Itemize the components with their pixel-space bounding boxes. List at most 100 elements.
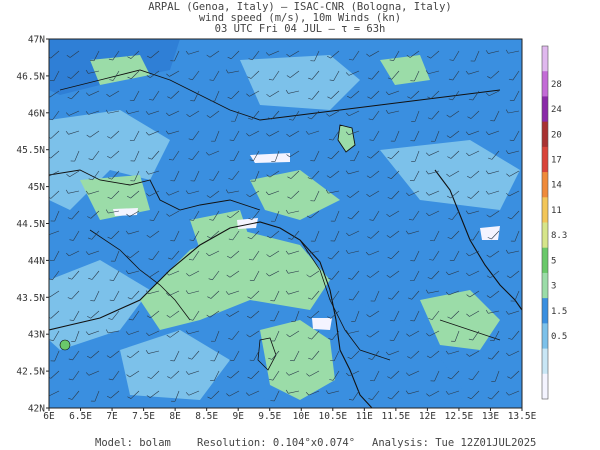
wind-barb	[431, 270, 440, 280]
wind-barb-flag	[387, 77, 392, 80]
wind-barb-flag	[186, 114, 190, 117]
wind-barb	[170, 370, 180, 379]
wind-barb	[468, 150, 480, 157]
wind-barb-flag	[405, 192, 410, 196]
wind-barb	[490, 70, 500, 79]
wind-barb-flag	[286, 75, 291, 78]
wind-barb-flag	[445, 291, 449, 296]
wind-barb	[391, 150, 400, 160]
wind-barb-flag	[66, 55, 71, 58]
lon-tick-label: 13E	[482, 411, 499, 422]
wind-barb-flag	[447, 236, 452, 240]
wind-barb-flag	[246, 93, 250, 97]
analysis-value: Tue 12Z01JUL2025	[435, 437, 537, 449]
wind-barb	[269, 130, 280, 137]
wind-barb	[150, 50, 160, 59]
field-green-2	[260, 320, 335, 400]
wind-barb	[334, 210, 340, 222]
field-green-8	[90, 55, 150, 85]
wind-barb-flag	[189, 219, 194, 221]
lat-tick-label: 47N	[28, 35, 45, 46]
wind-barb	[229, 270, 240, 278]
wind-barb	[491, 150, 500, 160]
wind-barb-flag	[306, 274, 311, 278]
wind-barb-flag	[145, 290, 149, 294]
wind-barb-flag	[508, 337, 513, 340]
wind-barb-flag	[488, 157, 492, 160]
colorbar-segment	[542, 146, 548, 173]
wind-barb	[290, 170, 300, 179]
wind-barb	[148, 290, 160, 295]
wind-barb	[288, 250, 300, 255]
header-line-3: 03 UTC Fri 04 JUL — τ = 63h	[214, 23, 386, 35]
model-label: Model:	[95, 437, 133, 449]
wind-barb	[452, 70, 460, 81]
wind-barb-flag	[185, 330, 189, 335]
wind-barb	[514, 290, 520, 302]
wind-barb	[111, 190, 120, 199]
wind-barb-flag	[505, 392, 510, 396]
wind-barb	[389, 210, 400, 217]
wind-barb	[391, 250, 400, 260]
wind-barb	[53, 330, 60, 341]
wind-barb-flag	[226, 393, 230, 397]
wind-barb-flag	[187, 357, 192, 360]
wind-barb-flag	[185, 190, 189, 195]
wind-barb-flag	[227, 56, 232, 60]
wind-barb	[469, 310, 480, 317]
wind-barb-flag	[146, 193, 150, 197]
wind-barb	[49, 390, 60, 397]
wind-barb-flag	[487, 237, 492, 240]
wind-barb	[510, 270, 520, 279]
wind-barb-flag	[366, 175, 371, 179]
wind-barb	[210, 190, 220, 198]
wind-barb-flag	[387, 197, 392, 200]
wind-barb-flag	[67, 76, 72, 79]
header-line-1: ARPAL (Genoa, Italy) — ISAC-CNR (Bologna…	[148, 1, 452, 13]
wind-barb-flag	[407, 356, 412, 359]
wind-barb-flag	[107, 196, 112, 200]
wind-barb-flag	[49, 79, 55, 82]
wind-barb	[448, 390, 460, 395]
wind-barb	[130, 390, 140, 399]
wind-barb-flag	[387, 156, 392, 160]
wind-barb	[74, 150, 80, 162]
wind-barb	[150, 370, 160, 379]
wind-barb-flag	[186, 273, 190, 277]
wind-barb-flag	[145, 132, 150, 136]
wind-barb	[193, 210, 200, 221]
wind-barb	[90, 310, 100, 319]
wind-barb	[130, 190, 140, 199]
wind-barb	[248, 390, 260, 396]
wind-barb-flag	[308, 77, 313, 80]
wind-barb	[251, 110, 260, 120]
wind-barb-flag	[467, 196, 472, 199]
wind-barb	[328, 190, 340, 194]
wind-barb	[50, 310, 60, 319]
wind-barb-flag	[425, 170, 429, 175]
wind-barb-flag	[248, 217, 253, 220]
wind-barb	[328, 390, 340, 394]
wind-barb	[508, 110, 520, 114]
wind-barb	[330, 310, 340, 319]
wind-barb-flag	[448, 98, 453, 101]
wind-barb	[229, 310, 240, 317]
wind-barb	[130, 350, 140, 359]
wind-barb	[388, 350, 400, 356]
wind-barb	[50, 370, 60, 379]
wind-barb	[73, 310, 80, 321]
wind-barb	[189, 270, 200, 277]
wind-barb-flag	[485, 190, 489, 195]
wind-barb-flag	[486, 92, 490, 96]
wind-barb	[253, 150, 260, 161]
wind-barb	[388, 90, 400, 95]
analysis-info: Analysis: Tue 12Z01JUL2025	[372, 437, 536, 449]
wind-barb	[513, 90, 520, 101]
wind-barb-flag	[328, 277, 333, 280]
wind-barb	[292, 110, 300, 121]
wind-barb-flag	[345, 72, 350, 76]
wind-barb	[330, 170, 340, 178]
wind-barb	[412, 210, 420, 221]
wind-barb-flag	[188, 138, 193, 141]
wind-barb-flag	[228, 238, 233, 241]
